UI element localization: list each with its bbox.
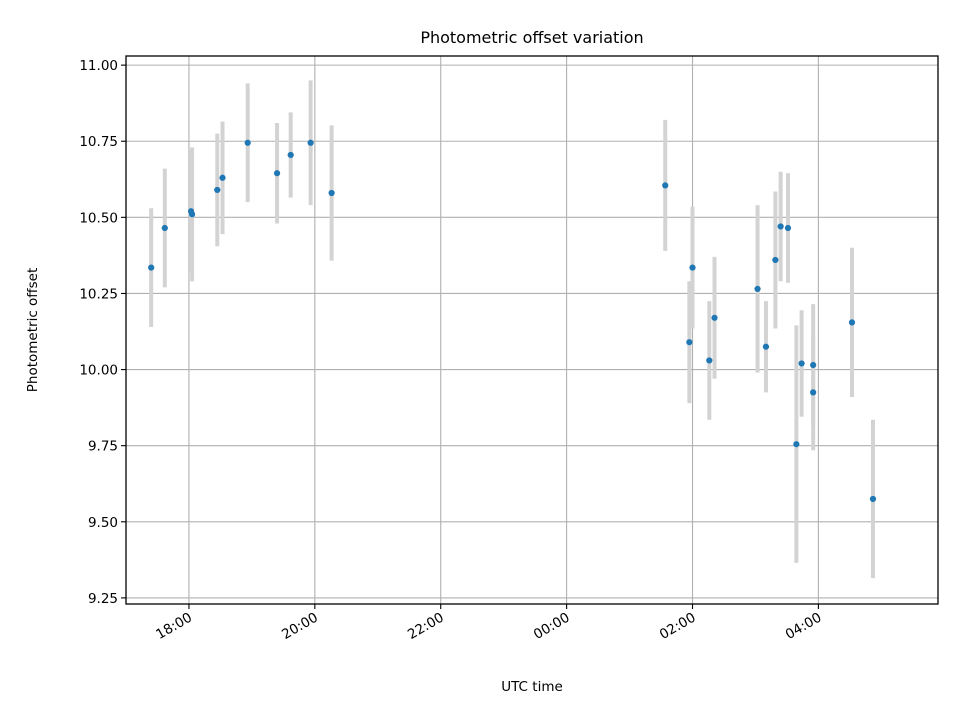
plot-frame bbox=[125, 55, 939, 605]
y-tick-label: 9.50 bbox=[88, 515, 118, 531]
data-point bbox=[662, 182, 669, 189]
chart-title: Photometric offset variation bbox=[420, 28, 643, 47]
y-tick-label: 9.25 bbox=[88, 591, 118, 607]
data-point bbox=[711, 314, 718, 321]
data-point bbox=[219, 174, 226, 181]
data-point bbox=[810, 361, 817, 369]
data-point bbox=[798, 360, 805, 367]
data-point bbox=[784, 224, 792, 232]
data-point bbox=[307, 139, 314, 146]
data-point bbox=[188, 211, 196, 218]
data-point bbox=[793, 441, 800, 448]
y-tick-label: 10.00 bbox=[79, 363, 118, 379]
data-point bbox=[328, 189, 335, 197]
y-axis-label: Photometric offset bbox=[25, 268, 41, 392]
data-point bbox=[273, 170, 281, 177]
data-points bbox=[148, 139, 877, 503]
data-point bbox=[706, 357, 713, 364]
data-point bbox=[686, 339, 693, 346]
data-point bbox=[689, 264, 696, 271]
data-point bbox=[148, 264, 155, 271]
data-point bbox=[762, 343, 770, 350]
data-point bbox=[214, 186, 221, 194]
y-tick-label: 9.75 bbox=[88, 439, 118, 455]
data-point bbox=[810, 389, 817, 396]
data-point bbox=[777, 223, 784, 230]
data-point bbox=[848, 319, 856, 326]
data-point bbox=[754, 285, 761, 292]
data-point bbox=[287, 151, 294, 159]
data-point bbox=[869, 495, 877, 503]
y-tick-label: 10.25 bbox=[79, 286, 118, 302]
data-point bbox=[244, 139, 251, 146]
y-tick-label: 11.00 bbox=[79, 58, 118, 74]
data-point bbox=[161, 224, 168, 232]
x-axis-label: UTC time bbox=[501, 679, 563, 695]
y-tick-label: 10.50 bbox=[79, 210, 118, 226]
y-tick-label: 10.75 bbox=[79, 134, 118, 150]
data-point bbox=[772, 256, 779, 264]
